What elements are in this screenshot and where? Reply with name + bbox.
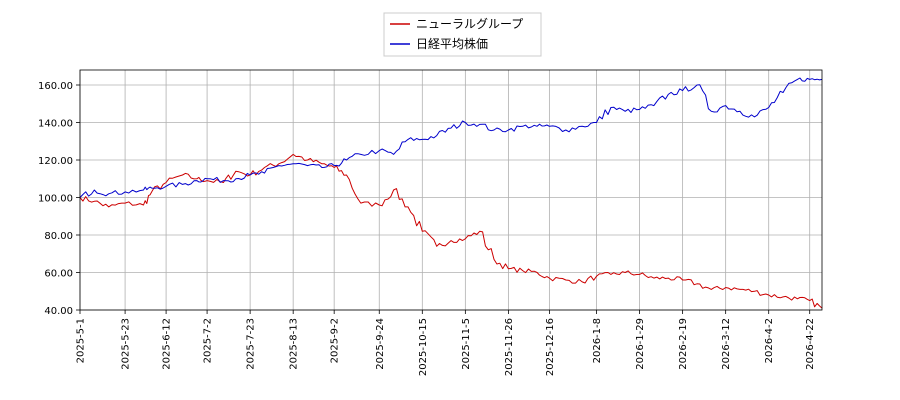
- y-tick-label: 80.00: [44, 231, 73, 242]
- x-tick-label: 2025-5-1: [76, 318, 87, 363]
- grid-lines: [79, 70, 822, 311]
- x-tick-label: 2025-9-2: [330, 318, 341, 363]
- y-axis: 40.00 60.00 80.00 100.00 120.00 140.00 160.00: [38, 81, 80, 317]
- legend-label-neural: ニューラルグループ: [416, 17, 523, 31]
- x-tick-label: 2025-8-13: [289, 318, 300, 370]
- x-tick-label: 2026-4-2: [764, 318, 775, 363]
- x-tick-label: 2026-1-29: [635, 318, 646, 370]
- x-tick-label: 2025-11-26: [504, 318, 515, 376]
- y-tick-label: 100.00: [38, 194, 73, 205]
- y-tick-label: 160.00: [38, 81, 73, 92]
- x-tick-label: 2025-7-23: [246, 318, 257, 370]
- x-tick-label: 2025-5-23: [121, 318, 132, 370]
- x-tick-label: 2025-10-15: [418, 318, 429, 376]
- series-line-nikkei: [79, 77, 823, 198]
- y-tick-label: 40.00: [44, 306, 73, 317]
- x-tick-label: 2026-2-19: [678, 318, 689, 370]
- y-tick-label: 120.00: [38, 156, 73, 167]
- legend-box: [383, 12, 542, 57]
- plot-frame: [79, 69, 823, 311]
- y-tick-label: 140.00: [38, 119, 73, 130]
- series-line-neural: [79, 153, 823, 309]
- y-tick-label: 60.00: [44, 269, 73, 280]
- x-tick-label: 2025-11-5: [461, 318, 472, 370]
- x-tick-label: 2026-4-22: [805, 318, 816, 370]
- x-tick-label: 2025-6-12: [162, 318, 173, 370]
- x-tick-label: 2026-1-8: [592, 318, 603, 363]
- legend-label-nikkei: 日経平均株価: [416, 36, 488, 51]
- series-layer: [79, 77, 823, 309]
- x-tick-label: 2026-3-12: [721, 318, 732, 370]
- x-axis: 2025-5-1 2025-5-23 2025-6-12 2025-7-2 2025-7…: [76, 310, 816, 376]
- x-tick-label: 2025-7-2: [203, 318, 214, 363]
- legend: ニューラルグループ 日経平均株価: [383, 12, 542, 57]
- x-tick-label: 2025-12-16: [545, 318, 556, 376]
- x-tick-label: 2025-9-24: [375, 318, 386, 370]
